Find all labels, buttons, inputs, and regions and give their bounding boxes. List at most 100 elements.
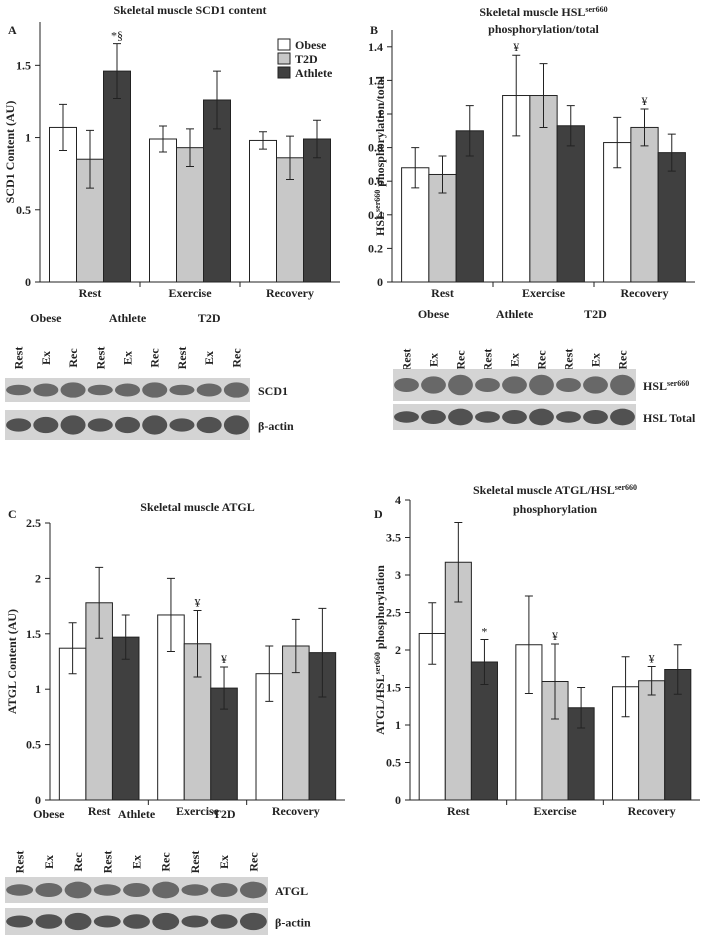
bar	[249, 139, 277, 283]
blot-band	[6, 915, 34, 928]
y-axis-label: HSLser660 phosphorylation/total	[373, 75, 388, 236]
blot-band	[502, 376, 527, 394]
text-segment: SCD1 Content (AU)	[3, 101, 17, 204]
panel-letter: D	[374, 507, 383, 521]
error-bar	[121, 614, 130, 660]
blot-band	[394, 411, 419, 423]
blot-band	[93, 884, 121, 896]
bar	[111, 636, 140, 801]
blot-band	[152, 912, 180, 931]
y-tick-label: 0	[35, 793, 41, 807]
blot-band	[152, 881, 180, 899]
blot-lane-label: Ex	[202, 351, 216, 365]
blot-band	[114, 383, 141, 397]
blot-band	[6, 884, 34, 896]
x-tick-label: Recovery	[266, 286, 314, 300]
blot-band	[6, 384, 32, 396]
blot-lane-label: Rest	[562, 349, 576, 372]
text-segment: SCD1	[258, 384, 288, 398]
chart-title: Skeletal muscle ATGL/HSLser660	[473, 483, 637, 498]
x-tick-label: Rest	[79, 286, 102, 300]
blot-band	[123, 882, 150, 898]
superscript: ser660	[373, 652, 382, 674]
blot-band	[35, 882, 63, 898]
blot-band	[239, 881, 267, 899]
blot-band	[35, 914, 63, 929]
text-segment: phosphorylation/total	[488, 22, 599, 36]
blot-band	[142, 415, 168, 435]
blot-lane-label: Ex	[42, 855, 56, 869]
blot-lane-label: Rec	[616, 350, 630, 370]
bar	[556, 125, 585, 283]
error-bar	[259, 131, 267, 150]
significance-marker: ¥	[195, 596, 201, 610]
blot-lane-label: Rest	[400, 349, 414, 372]
superscript: ser660	[615, 483, 637, 492]
y-tick-label: 1	[35, 682, 41, 696]
y-tick-label: 0.2	[368, 241, 383, 255]
legend-swatch	[277, 38, 291, 51]
error-bar	[647, 666, 656, 696]
error-bar	[318, 607, 327, 698]
error-bar	[291, 618, 300, 674]
error-bar	[524, 595, 533, 694]
blot-lane-label: Rec	[246, 852, 260, 872]
blot-band	[169, 384, 195, 396]
legend-label: Athlete	[295, 66, 333, 80]
bar	[657, 152, 686, 283]
blot-group-label: Obese	[30, 311, 62, 325]
legend-label: Obese	[295, 38, 327, 52]
text-segment: phosphorylation/total	[373, 75, 387, 189]
bar	[303, 138, 331, 283]
significance-marker: *	[481, 625, 487, 639]
blot-lane-label: Rec	[66, 348, 80, 368]
error-bar	[59, 103, 67, 152]
blot-lane-label: Rec	[159, 852, 173, 872]
error-bar	[539, 63, 548, 128]
chart-title: Skeletal muscle SCD1 content	[114, 3, 267, 17]
blot-band	[169, 418, 195, 432]
x-tick-label: Recovery	[272, 804, 320, 818]
y-tick-label: 3	[395, 568, 401, 582]
y-tick-label: 3.5	[386, 531, 401, 545]
y-tick-label: 1.5	[386, 681, 401, 695]
bar	[630, 126, 659, 283]
error-bar	[640, 108, 649, 147]
chart-title: Skeletal muscle HSLser660	[479, 5, 607, 20]
blot-band	[529, 408, 554, 426]
blot-lane-label: Ex	[589, 353, 603, 367]
error-bar	[186, 128, 194, 167]
text-segment: ATGL Content (AU)	[5, 609, 19, 714]
error-bar	[577, 687, 586, 729]
text-segment: ATGL/HSL	[373, 674, 387, 734]
y-axis-label: ATGL/HSLser660 phosphorylation	[373, 565, 388, 735]
blot-band	[87, 418, 113, 432]
blot-band	[210, 882, 238, 898]
blot-band	[223, 415, 249, 435]
blot-band	[610, 374, 635, 396]
significance-marker: ¥	[552, 629, 558, 643]
panel-letter: A	[8, 23, 17, 37]
x-tick-label: Exercise	[522, 286, 566, 300]
y-tick-label: 1	[377, 107, 383, 121]
blot-band	[448, 374, 473, 396]
text-segment: HSL	[643, 379, 667, 393]
legend-swatch	[277, 52, 291, 65]
y-tick-label: 0.5	[386, 756, 401, 770]
bar	[49, 126, 77, 283]
x-tick-label: Rest	[431, 286, 454, 300]
blot-lane-label: Rest	[188, 851, 202, 874]
error-bar	[265, 645, 274, 702]
error-bar	[193, 610, 202, 678]
x-tick-label: Recovery	[628, 804, 676, 818]
text-segment: β-actin	[275, 916, 311, 930]
y-tick-label: 1.2	[368, 73, 383, 87]
error-bar	[159, 125, 167, 153]
y-tick-label: 0	[25, 275, 31, 289]
y-tick-label: 0	[395, 793, 401, 807]
blot-band	[181, 884, 209, 896]
legend-swatch	[277, 66, 291, 79]
bar	[176, 147, 204, 283]
blot-band	[123, 914, 150, 929]
blot-lane-label: Ex	[217, 855, 231, 869]
